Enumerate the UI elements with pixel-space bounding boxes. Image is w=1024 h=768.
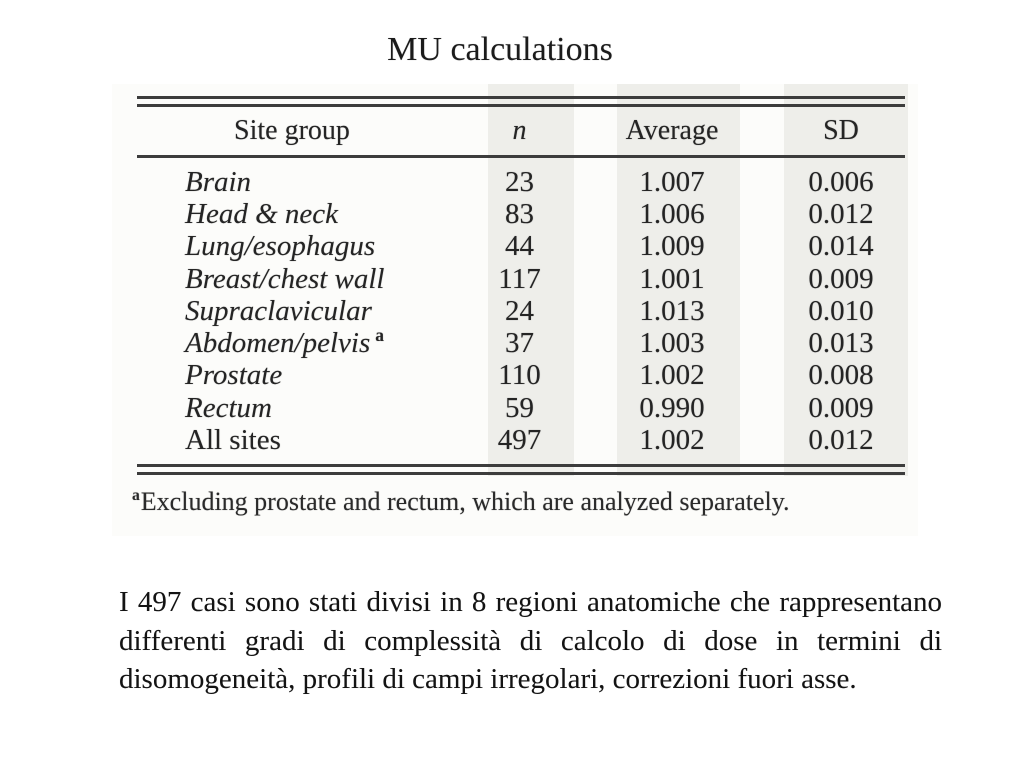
sd-cell: 0.012 bbox=[808, 197, 874, 230]
sd-cell: 0.013 bbox=[808, 327, 874, 360]
sd-cell: 0.008 bbox=[808, 359, 874, 392]
site-cell: Breast/chest wall bbox=[185, 262, 385, 295]
sd-cell: 0.009 bbox=[808, 391, 874, 424]
table-row-all-sites: All sites 497 1.002 0.012 bbox=[137, 424, 905, 456]
table: Site group n Average SD Brain 23 1.007 0… bbox=[112, 96, 918, 517]
footnote-marker: a bbox=[132, 487, 140, 505]
table-row-breast-chest-wall: Breast/chest wall 117 1.001 0.009 bbox=[137, 263, 905, 295]
n-cell: 44 bbox=[505, 230, 534, 263]
column-header-average: Average bbox=[625, 115, 719, 146]
site-cell: Abdomen/pelvis a bbox=[137, 327, 447, 360]
average-cell: 0.990 bbox=[639, 391, 705, 424]
sd-cell: 0.009 bbox=[808, 262, 874, 295]
column-header-n: n bbox=[512, 115, 527, 146]
table-row-prostate: Prostate 110 1.002 0.008 bbox=[137, 359, 905, 392]
column-header-site-group: Site group bbox=[234, 115, 350, 146]
table-row-rectum: Rectum 59 0.990 0.009 bbox=[137, 392, 905, 424]
n-cell: 24 bbox=[505, 294, 534, 327]
average-cell: 1.002 bbox=[639, 424, 705, 457]
sd-cell: 0.006 bbox=[808, 165, 874, 198]
body-line-3: disomogeneità, profili di campi irregola… bbox=[119, 663, 857, 695]
n-cell: 110 bbox=[498, 359, 541, 392]
average-cell: 1.009 bbox=[639, 230, 705, 263]
average-cell: 1.006 bbox=[639, 197, 705, 230]
site-cell: Brain bbox=[185, 165, 252, 198]
table-header-rule bbox=[137, 155, 905, 158]
site-cell: Head & neck bbox=[185, 197, 338, 230]
table-header-row: Site group n Average SD bbox=[137, 107, 905, 155]
body-line-1: I 497 casi sono stati divisi in 8 region… bbox=[119, 586, 942, 618]
site-cell: Lung/esophagus bbox=[185, 230, 376, 263]
footnote-text: Excluding prostate and rectum, which are… bbox=[140, 486, 790, 516]
n-cell: 37 bbox=[505, 327, 534, 360]
n-cell: 117 bbox=[498, 262, 541, 295]
sd-cell: 0.012 bbox=[808, 424, 874, 457]
table-row-abdomen-pelvis: Abdomen/pelvis a 37 1.003 0.013 bbox=[137, 327, 905, 359]
site-cell: Prostate bbox=[185, 359, 283, 392]
table-row-brain: Brain 23 1.007 0.006 bbox=[137, 166, 905, 198]
table-row-lung-esophagus: Lung/esophagus 44 1.009 0.014 bbox=[137, 230, 905, 263]
table-top-rule bbox=[137, 96, 905, 107]
n-cell: 83 bbox=[505, 197, 534, 230]
body-paragraph: I 497 casi sono stati divisi in 8 region… bbox=[119, 583, 942, 699]
average-cell: 1.002 bbox=[639, 359, 705, 392]
n-cell: 59 bbox=[505, 391, 534, 424]
footnote-reference: a bbox=[375, 325, 384, 346]
table-bottom-rule bbox=[137, 463, 905, 475]
average-cell: 1.013 bbox=[639, 294, 705, 327]
sd-cell: 0.010 bbox=[808, 294, 874, 327]
average-cell: 1.001 bbox=[639, 262, 705, 295]
table-row-head-neck: Head & neck 83 1.006 0.012 bbox=[137, 198, 905, 230]
slide-title: MU calculations bbox=[387, 31, 613, 68]
site-label: Abdomen/pelvis bbox=[185, 327, 371, 360]
column-header-sd: SD bbox=[823, 115, 859, 146]
average-cell: 1.003 bbox=[639, 327, 705, 360]
table-body: Brain 23 1.007 0.006 Head & neck 83 1.00… bbox=[112, 158, 918, 457]
site-cell: Rectum bbox=[185, 391, 272, 424]
table-footnote: aExcluding prostate and rectum, which ar… bbox=[132, 487, 918, 517]
sd-cell: 0.014 bbox=[808, 230, 874, 263]
n-cell: 497 bbox=[497, 424, 542, 457]
table-image: Site group n Average SD Brain 23 1.007 0… bbox=[112, 84, 918, 536]
average-cell: 1.007 bbox=[639, 165, 705, 198]
table-row-supraclavicular: Supraclavicular 24 1.013 0.010 bbox=[137, 295, 905, 327]
n-cell: 23 bbox=[505, 165, 534, 198]
site-cell: All sites bbox=[185, 424, 281, 457]
site-cell: Supraclavicular bbox=[185, 294, 372, 327]
body-line-2: differenti gradi di complessità di calco… bbox=[119, 624, 942, 657]
